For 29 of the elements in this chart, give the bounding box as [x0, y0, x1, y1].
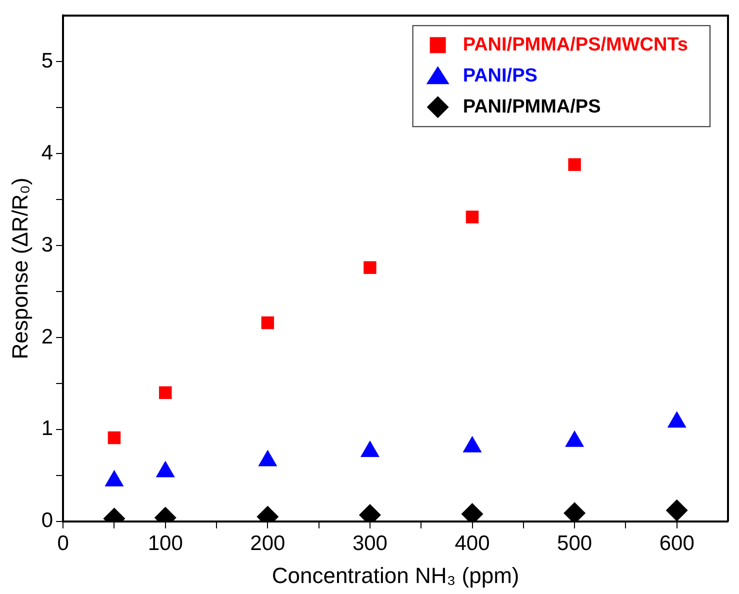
- x-tick-label: 0: [57, 532, 69, 555]
- x-axis-title: Concentration NH₃ (ppm): [272, 562, 520, 588]
- y-tick-label: 3: [41, 233, 54, 256]
- y-tick-label: 1: [41, 417, 54, 440]
- point: [462, 436, 482, 452]
- point: [104, 470, 124, 486]
- point: [667, 411, 686, 428]
- x-tick-label: 300: [352, 532, 388, 555]
- y-tick-label: 4: [41, 141, 54, 164]
- y-axis-title: Response (ΔR/R₀): [7, 178, 32, 360]
- legend-label: PANI/PMMA/PS: [462, 96, 601, 118]
- point: [565, 430, 584, 447]
- x-tick-label: 200: [250, 532, 286, 555]
- legend-label: PANI/PMMA/PS/MWCNTs: [462, 34, 688, 56]
- point: [466, 210, 479, 224]
- point: [568, 158, 581, 171]
- point: [156, 460, 175, 478]
- y-tick-label: 5: [41, 49, 54, 72]
- x-tick-label: 400: [454, 532, 490, 555]
- x-tick-label: 100: [148, 532, 183, 555]
- point: [364, 261, 376, 274]
- point: [258, 450, 278, 466]
- x-tick-label: 500: [557, 532, 592, 555]
- y-tick-label: 2: [41, 325, 54, 348]
- y-tick-label: 0: [41, 509, 54, 532]
- legend-label: PANI/PS: [462, 65, 538, 86]
- x-tick-label: 600: [659, 532, 694, 555]
- point: [261, 316, 274, 330]
- point: [360, 440, 380, 458]
